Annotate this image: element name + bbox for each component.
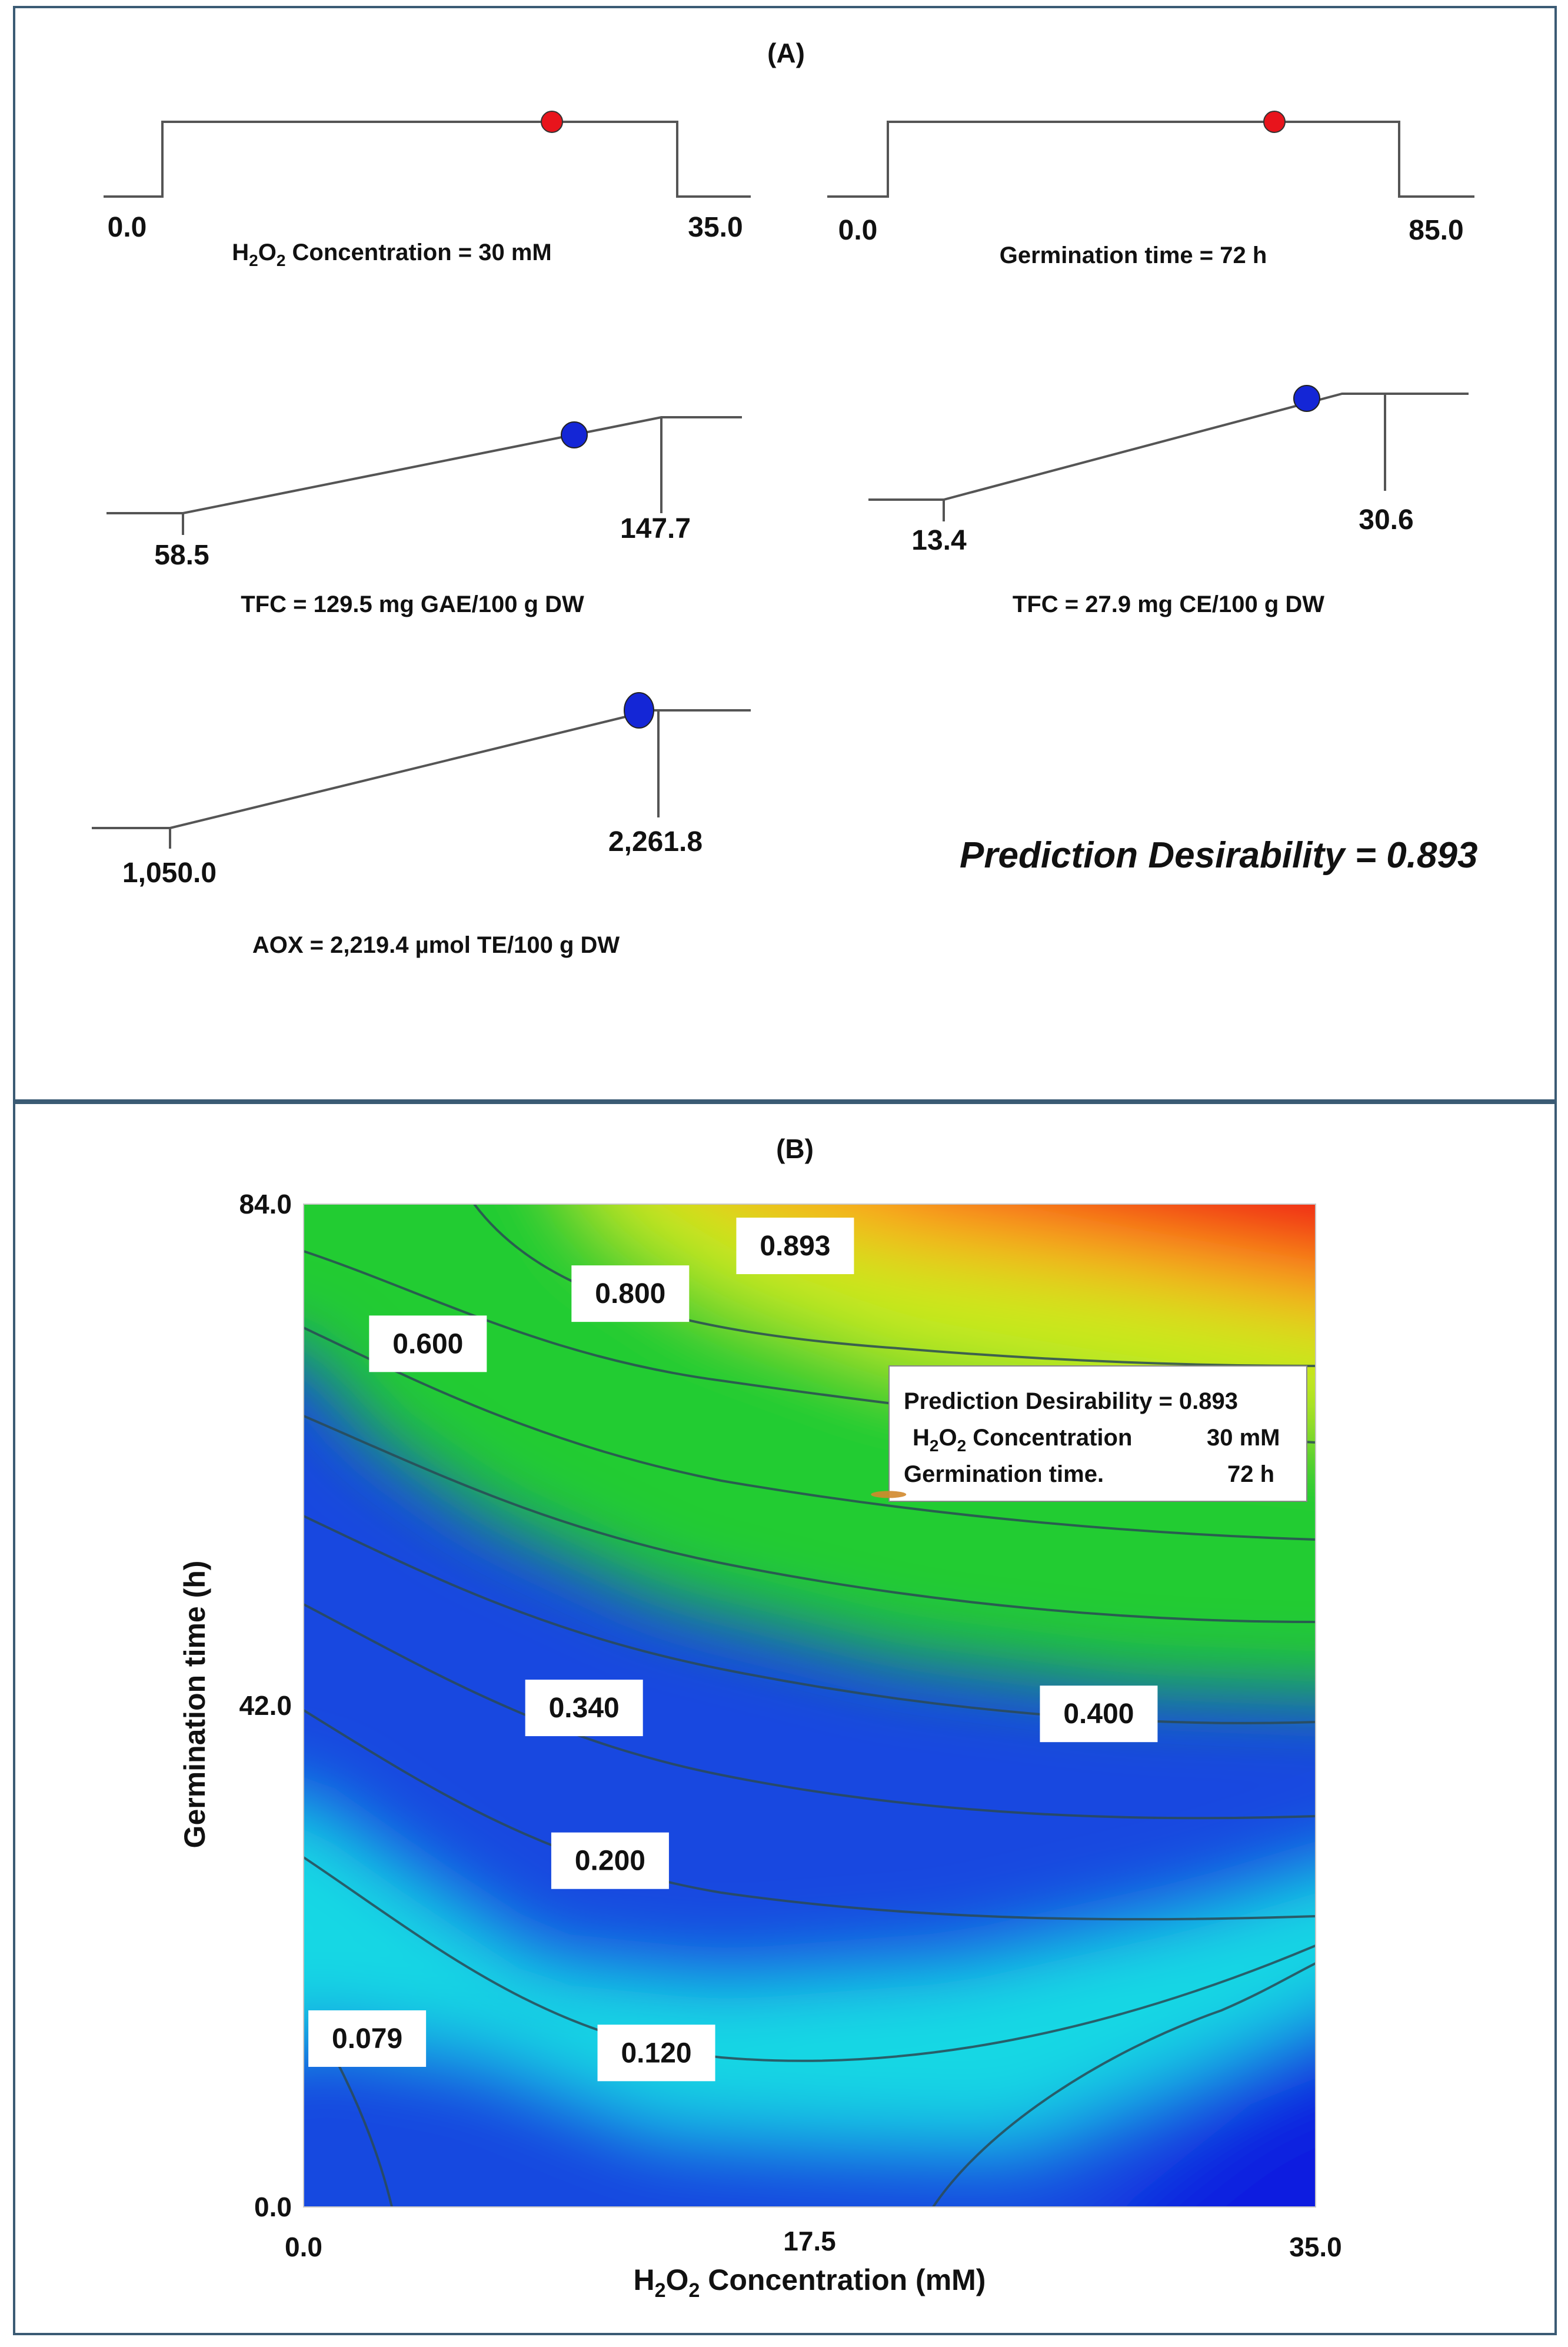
x-tick-label: 35.0 (1289, 2232, 1342, 2262)
ramp-caption: TFC = 129.5 mg GAE/100 g DW (241, 591, 584, 617)
x-tick-label: 17.5 (783, 2226, 836, 2256)
contour-label: 0.800 (571, 1265, 690, 1322)
contour-label-box (571, 1265, 690, 1322)
x-tick-label: 0.0 (285, 2232, 322, 2262)
contour-label: 0.120 (597, 2024, 715, 2082)
info-line-germination-label: Germination time. (904, 1461, 1104, 1487)
ramp-tfc-ce: 13.4 30.6 TFC = 27.9 mg CE/100 g DW (868, 385, 1469, 617)
contour-label-box (1040, 1686, 1158, 1743)
ramp-max-label: 35.0 (688, 212, 743, 243)
ramp-caption: TFC = 27.9 mg CE/100 g DW (1013, 591, 1324, 617)
panel-a-graphic: (A) 0.0 35.0 H2O2 Concentration = 30 mM … (92, 38, 1477, 958)
prediction-info-box: Prediction Desirability = 0.893 H2O2 Con… (888, 1365, 1307, 1502)
contour-surface (304, 1204, 1316, 2207)
contour-label-box (525, 1680, 643, 1737)
contour-line (932, 1962, 1316, 2207)
contour-label-box (308, 2010, 427, 2067)
ramp-aox: 1,050.0 2,261.8 AOX = 2,219.4 µmol TE/10… (92, 692, 751, 958)
ramp-min-label: 0.0 (108, 212, 147, 243)
contour-label-text: 0.120 (621, 2037, 691, 2069)
ramp-line (106, 416, 742, 514)
current-value-point[interactable] (561, 421, 588, 448)
plot-border (303, 1204, 1316, 2208)
ramp-max-label: 2,261.8 (608, 826, 703, 857)
chart-title: (B) (776, 1133, 814, 1164)
contour-label: 0.340 (525, 1680, 643, 1737)
y-axis-title: Germination time (h) (178, 1561, 211, 1849)
current-value-point[interactable] (1293, 385, 1320, 412)
y-tick-label: 42.0 (239, 1690, 292, 1721)
contour-line (304, 1415, 1316, 1623)
contour-label-box (597, 2024, 715, 2082)
contour-label-text: 0.893 (760, 1231, 830, 1262)
y-tick-label: 84.0 (239, 1189, 292, 1219)
contour-label-box (369, 1315, 487, 1372)
contour-label: 0.600 (369, 1315, 487, 1372)
contour-lines (304, 1204, 1316, 2207)
contour-labels: 0.893 0.800 0.600 0.340 0.400 0.200 0.079 0.120 (308, 1218, 1158, 2082)
contour-label-text: 0.800 (595, 1278, 665, 1309)
current-value-point[interactable] (624, 692, 654, 729)
ramp-tfc-gae: 58.5 147.7 TFC = 129.5 mg GAE/100 g DW (106, 416, 742, 617)
ramp-line (92, 709, 751, 829)
contour-label: 0.400 (1040, 1686, 1158, 1743)
info-line-germination-value: 72 h (1227, 1461, 1274, 1487)
ramp-caption: AOX = 2,219.4 µmol TE/100 g DW (252, 932, 620, 958)
contour-label-text: 0.600 (392, 1328, 463, 1359)
contour-line (304, 1327, 1316, 1541)
contour-line (304, 1603, 1316, 1820)
panel-a: (A) 0.0 35.0 H2O2 Concentration = 30 mM … (13, 6, 1557, 1102)
contour-line (304, 1709, 1316, 1921)
axis-ticks: 0.0 17.5 35.0 0.0 42.0 84.0 (239, 1189, 1341, 2262)
ramp-line (868, 393, 1469, 501)
ramp-germination-time: 0.0 85.0 Germination time = 72 h (827, 111, 1474, 268)
contour-label-text: 0.340 (549, 1693, 620, 1724)
ramp-h2o2-concentration: 0.0 35.0 H2O2 Concentration = 30 mM (104, 111, 751, 270)
prediction-desirability-text: Prediction Desirability = 0.893 (960, 835, 1477, 876)
x-axis-title: H2O2 Concentration (mM) (634, 2263, 986, 2302)
ramp-max-label: 85.0 (1409, 215, 1463, 246)
contour-chart: (B) (178, 1133, 1342, 2302)
ramp-min-label: 1,050.0 (122, 857, 217, 889)
contour-label-text: 0.200 (575, 1846, 645, 1877)
info-line-desirability: Prediction Desirability = 0.893 (904, 1388, 1238, 1414)
contour-line (304, 1856, 1316, 2062)
current-value-point[interactable] (1263, 111, 1286, 133)
ramp-line (104, 121, 751, 198)
ramp-min-label: 13.4 (911, 525, 967, 556)
info-line-h2o2-value: 30 mM (1207, 1425, 1280, 1451)
ramp-caption: Germination time = 72 h (1000, 242, 1267, 268)
contour-line (473, 1204, 1316, 1367)
ramp-max-label: 147.7 (620, 513, 691, 544)
contour-label: 0.200 (551, 1832, 669, 1889)
contour-label: 0.893 (736, 1218, 854, 1274)
contour-label-text: 0.400 (1063, 1698, 1134, 1730)
ramp-line (827, 121, 1474, 198)
panel-a-label: (A) (767, 38, 805, 68)
ramp-max-label: 30.6 (1359, 504, 1413, 536)
contour-label-box (551, 1832, 669, 1889)
ramp-min-label: 58.5 (154, 540, 209, 571)
info-line-h2o2-label: H2O2 Concentration (913, 1425, 1132, 1455)
optimum-marker (871, 1491, 907, 1498)
y-tick-label: 0.0 (254, 2192, 292, 2222)
contour-label-text: 0.079 (332, 2023, 402, 2055)
panel-b: (B) (13, 1102, 1557, 2335)
ramp-min-label: 0.0 (838, 215, 878, 246)
contour-label: 0.079 (308, 2010, 427, 2067)
ramp-caption: H2O2 Concentration = 30 mM (232, 240, 551, 270)
current-value-point[interactable] (541, 111, 563, 133)
contour-label-box (736, 1218, 854, 1274)
